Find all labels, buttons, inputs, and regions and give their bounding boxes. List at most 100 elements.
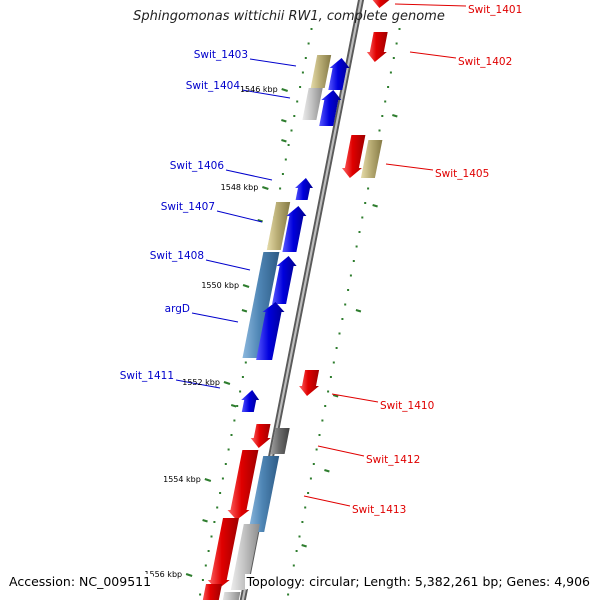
forward-leader-line: [331, 393, 379, 403]
swit-1412-gene[interactable]: [250, 424, 271, 448]
track-guide-dot: [381, 115, 384, 117]
swit-1404-gene[interactable]: [319, 90, 342, 126]
track-guide-dot: [204, 564, 207, 567]
reverse-gene-label[interactable]: Swit_1411: [120, 370, 174, 382]
reverse-leader-line: [216, 210, 263, 223]
swit-1404-box[interactable]: [302, 88, 323, 120]
swit-1412-box[interactable]: [270, 428, 290, 454]
track-guide-dot: [310, 28, 313, 30]
reverse-leader-line: [191, 312, 239, 323]
red-gene-bottom[interactable]: [201, 584, 222, 600]
track-guide-dot: [213, 521, 216, 523]
forward-gene-label[interactable]: Swit_1413: [352, 504, 406, 516]
track-guide-dot: [352, 260, 355, 262]
swit-1408-box[interactable]: [242, 252, 280, 358]
reverse-gene-label[interactable]: Swit_1408: [150, 250, 204, 262]
minor-tick: [230, 404, 237, 408]
reverse-gene-label[interactable]: Swit_1403: [194, 49, 248, 61]
track-guide-dot: [318, 434, 321, 436]
swit-1403-gene[interactable]: [328, 58, 350, 90]
track-guide-dot: [344, 303, 347, 306]
forward-leader-line: [385, 163, 434, 171]
scale-label: 1556 kbp: [144, 570, 182, 579]
track-guide-dot: [292, 564, 295, 567]
track-guide-dot: [364, 202, 367, 204]
reverse-gene-label[interactable]: Swit_1406: [170, 160, 225, 172]
track-guide-dot: [219, 492, 222, 494]
scale-tick: [223, 380, 231, 386]
track-guide-dot: [241, 376, 244, 378]
track-guide-dot: [281, 173, 284, 175]
swit-1405-box[interactable]: [360, 140, 383, 178]
minor-tick: [355, 309, 362, 313]
track-guide-dot: [299, 86, 302, 88]
swit-1407-box[interactable]: [266, 202, 291, 250]
gray-box-lower[interactable]: [230, 524, 260, 590]
gene-features: [201, 0, 392, 600]
swit-1410-gene[interactable]: [299, 370, 320, 396]
reverse-leader-line: [249, 58, 297, 67]
track-guide-dot: [287, 144, 290, 146]
gray-box-bottom[interactable]: [221, 592, 241, 600]
track-guide-dot: [279, 187, 282, 190]
track-guide-dot: [355, 245, 358, 248]
track-guide-dot: [378, 129, 381, 132]
swit-1406-gene[interactable]: [295, 178, 313, 200]
track-guide-dot: [307, 492, 310, 494]
forward-gene-label[interactable]: Swit_1402: [458, 56, 512, 68]
swit-1403-box[interactable]: [310, 55, 332, 88]
track-guide-dot: [304, 57, 307, 59]
track-guide-dot: [307, 42, 310, 45]
track-guide-dot: [361, 216, 364, 219]
label-leader-lines: [175, 3, 467, 507]
minor-tick: [372, 204, 378, 208]
swit-1413-box[interactable]: [248, 456, 280, 532]
reverse-gene-label[interactable]: Swit_1404: [186, 80, 241, 92]
minor-tick: [202, 519, 208, 523]
forward-gene-label[interactable]: Swit_1412: [366, 454, 420, 466]
accession-text: Accession: NC_009511: [7, 574, 154, 589]
forward-gene-label[interactable]: Swit_1405: [435, 168, 489, 180]
track-guide-dot: [392, 57, 395, 59]
track-guide-dot: [389, 71, 392, 74]
scale-label: 1552 kbp: [182, 378, 220, 387]
forward-gene-label[interactable]: Swit_1410: [380, 400, 434, 412]
forward-leader-line: [303, 495, 351, 507]
track-guide-dot: [301, 521, 304, 523]
minor-tick: [301, 544, 307, 548]
reverse-gene-label[interactable]: argD: [165, 303, 190, 315]
track-guide-dot: [298, 535, 301, 538]
track-guide-dot: [233, 419, 236, 422]
track-guide-dot: [349, 274, 352, 277]
minor-tick: [241, 309, 248, 313]
gene-labels: 1546 kbp 1548 kbp 1550 kbp 1552 kbp 1554 kbp…: [120, 4, 523, 579]
swit-1411-gene[interactable]: [241, 390, 260, 412]
minor-tick: [392, 114, 398, 118]
track-guide-dot: [398, 28, 401, 30]
track-guide-dot: [236, 405, 239, 407]
track-guide-dot: [332, 361, 335, 364]
swit-1407-gene[interactable]: [282, 206, 307, 252]
swit-1402-gene[interactable]: [366, 32, 388, 62]
swit-1413-gene[interactable]: [227, 450, 259, 520]
swit-1401-gene[interactable]: [371, 0, 392, 8]
swit-1405-gene[interactable]: [341, 135, 366, 178]
scale-tick: [204, 477, 212, 483]
scale-tick: [242, 283, 250, 289]
argd-gene[interactable]: [256, 302, 285, 360]
track-guide-dot: [284, 158, 287, 161]
track-guide-dot: [221, 477, 224, 480]
swit-1408-gene[interactable]: [272, 256, 297, 304]
reverse-gene-label[interactable]: Swit_1407: [161, 201, 215, 213]
track-guide-dot: [295, 550, 298, 552]
red-gene-lower[interactable]: [207, 518, 239, 590]
forward-gene-label[interactable]: Swit_1401: [468, 4, 522, 16]
reverse-leader-line: [175, 379, 221, 389]
scale-label: 1546 kbp: [240, 85, 278, 94]
track-guide-dot: [315, 448, 318, 451]
track-guide-dot: [216, 506, 219, 509]
track-guide-dot: [201, 579, 204, 581]
track-guide-dot: [309, 477, 312, 480]
